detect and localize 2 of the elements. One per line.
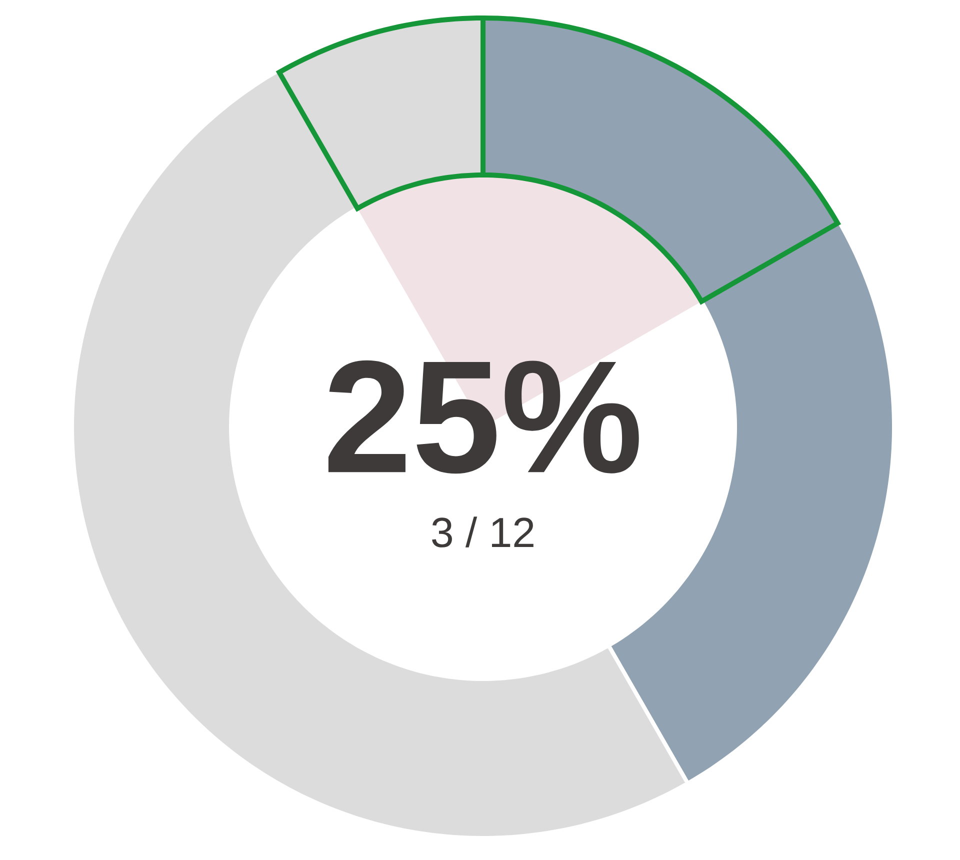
text: 3 / 12 — [432, 516, 534, 548]
text: 25% — [328, 360, 639, 474]
